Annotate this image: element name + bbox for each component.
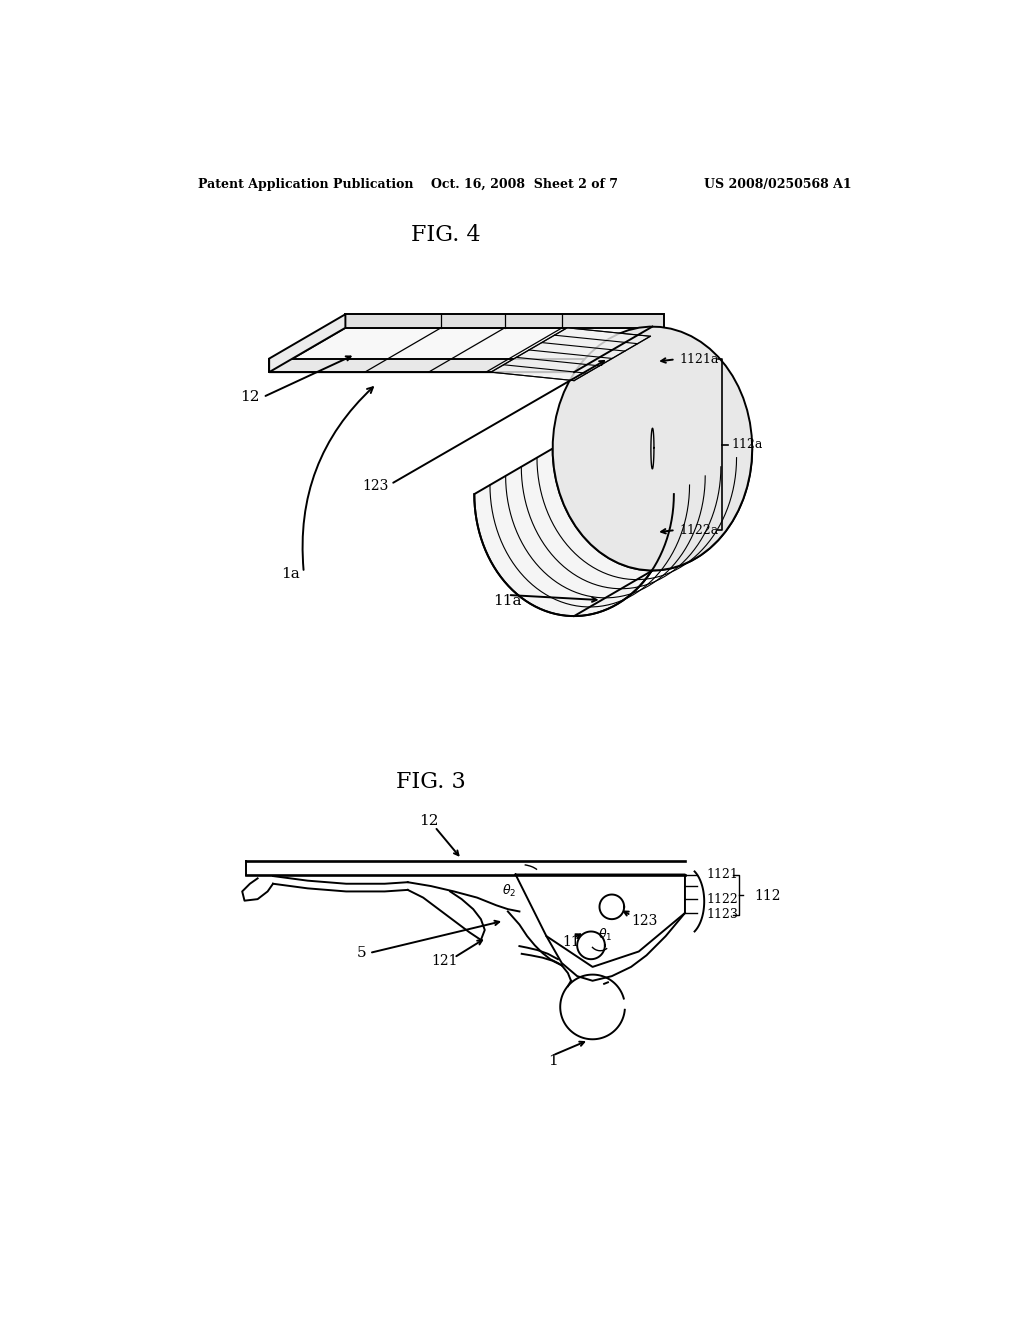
Text: 11a: 11a xyxy=(494,594,522,609)
Polygon shape xyxy=(269,314,345,372)
Text: 112: 112 xyxy=(755,890,780,903)
Polygon shape xyxy=(553,326,753,570)
Text: 1: 1 xyxy=(548,1053,557,1068)
Text: 112a: 112a xyxy=(731,438,762,451)
Text: 1a: 1a xyxy=(282,568,300,581)
Polygon shape xyxy=(474,449,753,616)
Polygon shape xyxy=(345,314,665,327)
Text: FIG. 4: FIG. 4 xyxy=(412,224,481,247)
Polygon shape xyxy=(269,359,588,372)
Text: 5: 5 xyxy=(356,946,367,960)
Text: FIG. 3: FIG. 3 xyxy=(396,771,466,793)
Text: 1122: 1122 xyxy=(707,892,738,906)
Text: 1123: 1123 xyxy=(707,908,738,921)
Text: $\theta_1$: $\theta_1$ xyxy=(598,927,612,942)
Text: 12: 12 xyxy=(420,813,439,828)
Text: Oct. 16, 2008  Sheet 2 of 7: Oct. 16, 2008 Sheet 2 of 7 xyxy=(431,178,618,190)
Text: Patent Application Publication: Patent Application Publication xyxy=(199,178,414,190)
Text: US 2008/0250568 A1: US 2008/0250568 A1 xyxy=(703,178,851,190)
Text: 123: 123 xyxy=(362,479,388,492)
Text: 121: 121 xyxy=(431,954,458,968)
Text: 1122a: 1122a xyxy=(679,524,719,536)
Text: 1121: 1121 xyxy=(707,869,738,880)
Polygon shape xyxy=(490,327,650,380)
Polygon shape xyxy=(269,327,665,372)
Text: 1121a: 1121a xyxy=(679,352,719,366)
Text: 11: 11 xyxy=(562,936,580,949)
Text: $\theta_2$: $\theta_2$ xyxy=(502,883,516,899)
Text: 12: 12 xyxy=(241,391,260,404)
Text: 123: 123 xyxy=(631,913,657,928)
